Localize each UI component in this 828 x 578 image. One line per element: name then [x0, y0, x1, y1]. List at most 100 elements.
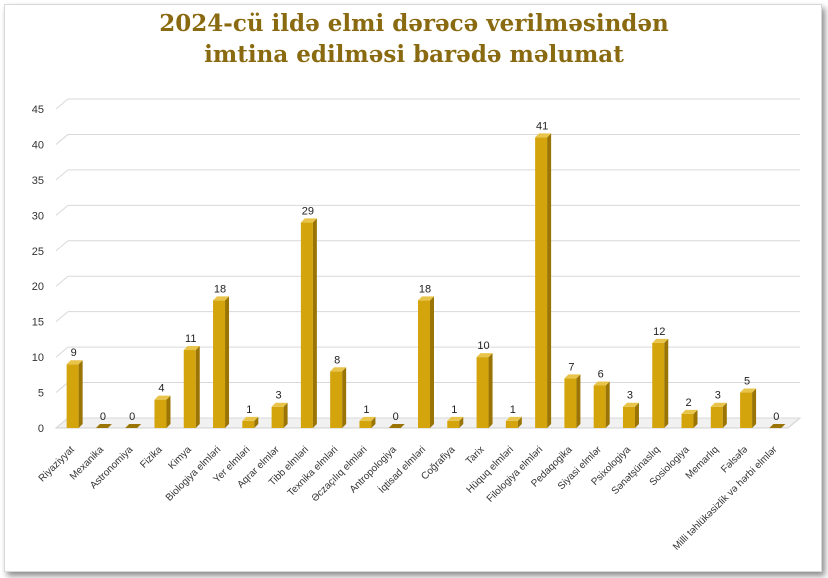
- bar-top: [300, 218, 317, 223]
- gridline-depth: [55, 169, 69, 181]
- gridline-depth: [55, 204, 69, 216]
- bar-side: [722, 402, 727, 428]
- bar-front: [271, 406, 284, 428]
- bar-top: [505, 416, 522, 421]
- y-tick-label: 20: [32, 281, 44, 293]
- data-label: 9: [71, 347, 77, 359]
- bar-flat: [388, 424, 405, 428]
- bar-side: [693, 409, 698, 428]
- bar-side: [576, 374, 581, 428]
- bar-front: [359, 420, 372, 428]
- bar-side: [664, 338, 669, 428]
- bar-front: [447, 420, 460, 428]
- bar: [681, 409, 698, 428]
- data-label: 12: [653, 326, 665, 338]
- chart-title-line-2: imtina edilməsi barədə məlumat: [204, 41, 624, 68]
- bar-front: [242, 420, 255, 428]
- bar-top: [330, 367, 347, 372]
- data-label: 8: [334, 354, 340, 366]
- data-label: 0: [100, 411, 106, 423]
- bar-top: [418, 296, 434, 301]
- bar-top: [271, 402, 288, 407]
- bar: [740, 388, 757, 428]
- gridline-depth: [55, 382, 69, 393]
- bar-front: [476, 357, 489, 428]
- data-label: 1: [510, 404, 516, 416]
- y-tick-label: 5: [38, 388, 44, 400]
- gridline-depth: [55, 275, 69, 287]
- bar-flat: [125, 424, 142, 428]
- bar: [300, 218, 317, 428]
- bar-front: [710, 406, 723, 428]
- gridline-depth: [55, 417, 69, 429]
- bar-side: [254, 416, 259, 428]
- bar: [505, 416, 522, 428]
- bar-front: [154, 399, 167, 428]
- bar-top: [183, 346, 200, 351]
- bar-side: [312, 218, 317, 428]
- y-tick-label: 35: [32, 175, 44, 187]
- gridline-depth: [55, 346, 69, 358]
- bar-side: [283, 402, 288, 428]
- bar: [95, 424, 112, 428]
- bar: [447, 416, 464, 428]
- bar-front: [564, 378, 577, 428]
- bar-side: [634, 402, 639, 428]
- y-tick-label: 45: [32, 104, 44, 116]
- bar-front: [300, 222, 313, 428]
- bar-side: [547, 133, 552, 428]
- gridline-depth: [55, 240, 69, 252]
- data-label: 3: [627, 390, 633, 402]
- bar: [593, 381, 610, 428]
- bar-top: [740, 388, 757, 393]
- gridline-depth: [55, 134, 69, 145]
- bar-top: [242, 416, 259, 421]
- bar-front: [330, 371, 343, 428]
- bar-front: [593, 385, 606, 428]
- bar-front: [183, 350, 196, 428]
- chart-title: 2024-cü ildə elmi dərəcə verilməsindən i…: [0, 8, 828, 70]
- category-label: Kimya: [166, 444, 194, 472]
- bar: [652, 338, 669, 428]
- gridline-depth: [55, 98, 69, 110]
- bar-side: [517, 416, 522, 428]
- bar-top: [535, 133, 552, 138]
- bar: [564, 374, 581, 428]
- data-label: 3: [715, 390, 721, 402]
- data-label: 1: [363, 404, 369, 416]
- bar-top: [622, 402, 639, 407]
- bar-side: [488, 353, 493, 428]
- bar-flat: [769, 424, 786, 428]
- bar: [359, 416, 376, 428]
- bar-top: [710, 402, 727, 407]
- data-label: 0: [773, 411, 779, 423]
- chart-title-line-1: 2024-cü ildə elmi dərəcə verilməsindən: [159, 10, 669, 37]
- bar-top: [564, 374, 581, 379]
- bar-side: [371, 416, 376, 428]
- category-label: Fizika: [138, 444, 165, 471]
- data-label: 7: [568, 361, 574, 373]
- bar: [330, 367, 347, 428]
- data-label: 29: [302, 205, 314, 217]
- data-label: 0: [129, 411, 135, 423]
- bar-side: [605, 381, 610, 428]
- bar: [125, 424, 142, 428]
- bar-side: [342, 367, 347, 428]
- bar: [271, 402, 288, 428]
- data-label: 18: [419, 283, 431, 295]
- bar-top: [213, 296, 230, 301]
- data-label: 10: [477, 340, 489, 352]
- bar-side: [430, 296, 434, 428]
- data-label: 4: [158, 383, 164, 395]
- bar: [183, 346, 200, 428]
- bar-front: [652, 342, 665, 428]
- bar: [66, 360, 83, 428]
- y-tick-label: 30: [32, 210, 44, 222]
- bar-side: [195, 346, 200, 428]
- gridline-depth: [55, 311, 69, 323]
- data-label: 18: [214, 283, 226, 295]
- bar: [418, 296, 434, 428]
- bar-side: [459, 416, 464, 428]
